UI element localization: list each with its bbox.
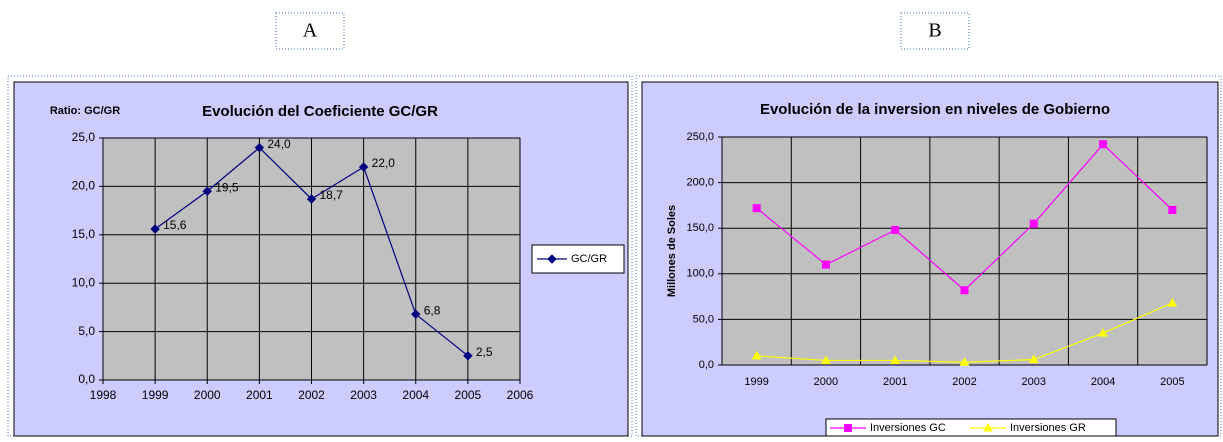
x-tick-label: 2003 (350, 388, 377, 402)
x-tick-label: 2003 (1022, 376, 1046, 388)
y-tick-label: 0,0 (78, 372, 95, 386)
y-tick-label: 15,0 (72, 227, 96, 241)
marker (150, 224, 160, 234)
marker (1029, 219, 1038, 228)
x-tick-label: 2005 (1160, 376, 1184, 388)
y-tick-label: 0,0 (699, 359, 714, 371)
y-axis-title: Ratio: GC/GR (50, 105, 120, 117)
y-tick-label: 100,0 (686, 268, 714, 280)
legend-label: Inversiones GR (1010, 422, 1086, 434)
plot-area (721, 136, 1208, 366)
y-tick-label: 200,0 (686, 177, 714, 189)
marker (844, 424, 852, 432)
marker (1099, 140, 1108, 149)
data-label: 18,7 (320, 188, 344, 202)
marker (1167, 297, 1178, 307)
panel-frame (635, 75, 1222, 437)
marker (1098, 328, 1108, 337)
marker (752, 204, 761, 213)
data-label: 19,5 (215, 180, 239, 194)
x-tick-label: 2001 (246, 388, 273, 402)
label-box (275, 12, 345, 50)
x-tick-label: 2004 (402, 388, 429, 402)
y-tick-label: 20,0 (72, 179, 96, 193)
marker (959, 357, 970, 366)
x-tick-label: 2000 (194, 388, 221, 402)
data-label: 6,8 (424, 303, 441, 317)
x-tick-label: 2001 (883, 376, 907, 388)
marker (254, 142, 265, 153)
y-tick-label: 250,0 (686, 131, 714, 143)
y-tick-label: 150,0 (686, 222, 714, 234)
marker (891, 226, 900, 235)
marker (821, 355, 831, 364)
y-axis-title: Millones de Soles (666, 205, 678, 297)
legend-label: Inversiones GC (870, 422, 946, 434)
y-tick-label: 50,0 (693, 313, 714, 325)
x-tick-label: 1999 (142, 388, 169, 402)
x-tick-label: 2006 (507, 388, 534, 402)
marker (202, 186, 212, 196)
y-tick-label: 25,0 (72, 130, 96, 144)
marker (960, 286, 969, 295)
panel-label: B (928, 20, 941, 42)
label-box (900, 12, 970, 50)
marker (1028, 354, 1039, 364)
x-tick-label: 1998 (90, 388, 117, 402)
data-label: 22,0 (372, 156, 396, 170)
x-tick-label: 2002 (298, 388, 325, 402)
marker (358, 162, 369, 172)
marker (411, 309, 421, 319)
marker (547, 254, 557, 264)
marker (821, 260, 830, 269)
y-tick-label: 5,0 (78, 324, 95, 338)
marker (983, 422, 993, 432)
data-label: 2,5 (476, 345, 493, 359)
chart-title: Evolución del Coeficiente GC/GR (202, 103, 438, 120)
x-tick-label: 2005 (455, 388, 482, 402)
x-tick-label: 2002 (952, 376, 976, 388)
x-tick-label: 2000 (814, 376, 838, 388)
marker (463, 351, 473, 361)
chart-title: Evolución de la inversion en niveles de … (760, 101, 1110, 118)
marker (890, 355, 901, 364)
legend-label: GC/GR (571, 253, 607, 265)
marker (1168, 205, 1177, 214)
panel-label: A (303, 20, 318, 42)
marker (751, 350, 762, 360)
x-tick-label: 1999 (744, 376, 768, 388)
data-label: 24,0 (267, 137, 291, 151)
x-tick-label: 2004 (1091, 376, 1115, 388)
data-label: 15,6 (163, 218, 187, 232)
marker (306, 194, 317, 204)
y-tick-label: 10,0 (72, 275, 96, 289)
